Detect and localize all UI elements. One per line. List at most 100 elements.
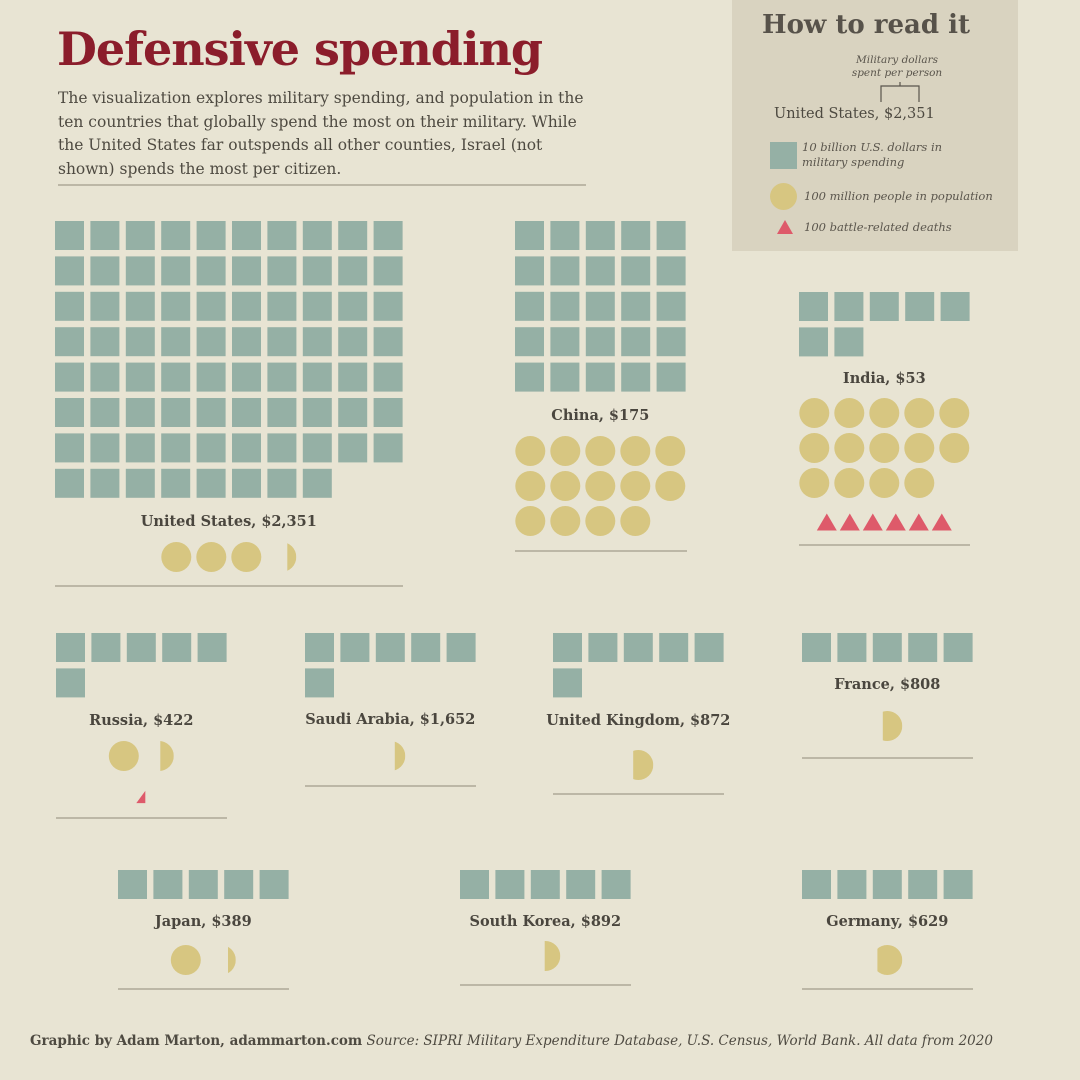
population-circle <box>515 471 546 501</box>
spending-square <box>869 292 899 321</box>
spending-square <box>90 362 120 392</box>
legend-title: How to read it <box>762 10 970 40</box>
population-circle <box>655 436 686 466</box>
spending-square <box>232 327 261 357</box>
spending-square <box>905 292 935 321</box>
spending-square <box>232 398 261 427</box>
population-circle <box>620 436 651 466</box>
country-label: India, $53 <box>842 370 926 387</box>
spending-square <box>161 362 191 392</box>
spending-square <box>585 256 615 286</box>
spending-square <box>550 256 580 286</box>
country-label: Germany, $629 <box>826 913 949 930</box>
spending-square <box>834 292 864 321</box>
spending-square <box>621 291 651 321</box>
spending-square <box>550 291 580 321</box>
population-circle <box>585 471 616 501</box>
population-circle <box>869 398 900 428</box>
population-circle <box>799 468 830 498</box>
spending-square <box>515 327 544 357</box>
spending-square <box>125 362 155 392</box>
spending-square <box>553 633 582 662</box>
spending-square <box>197 633 227 662</box>
spending-square <box>656 291 686 321</box>
spending-square <box>656 327 686 357</box>
spending-square <box>161 327 191 357</box>
page-title: Defensive spending <box>57 22 543 76</box>
spending-square <box>125 256 155 286</box>
spending-square <box>55 327 84 357</box>
spending-square <box>232 256 261 286</box>
spending-square <box>55 362 84 392</box>
population-circle <box>655 471 686 501</box>
footer: Graphic by Adam Marton, adammarton.com S… <box>30 1033 993 1049</box>
spending-square <box>196 291 226 321</box>
spending-square <box>267 291 297 321</box>
spending-square <box>908 870 938 899</box>
spending-square <box>585 221 615 250</box>
spending-square <box>834 327 864 357</box>
country-label: Saudi Arabia, $1,652 <box>305 711 476 728</box>
spending-square <box>588 633 618 662</box>
spending-square <box>623 633 653 662</box>
spending-square <box>515 221 544 250</box>
spending-square <box>90 291 120 321</box>
spending-square <box>837 633 867 662</box>
population-circle <box>904 398 935 428</box>
country-rule <box>460 984 631 986</box>
spending-square <box>553 668 582 698</box>
spending-square <box>446 633 476 662</box>
spending-square <box>373 327 403 357</box>
spending-square <box>90 433 120 463</box>
population-circle <box>633 750 654 780</box>
spending-square <box>90 327 120 357</box>
spending-square <box>302 362 332 392</box>
spending-square <box>656 256 686 286</box>
spending-square <box>259 870 289 899</box>
country-label: Russia, $422 <box>89 712 194 729</box>
spending-square <box>267 362 297 392</box>
spending-square <box>56 633 85 662</box>
spending-square <box>196 362 226 392</box>
spending-square <box>621 221 651 250</box>
spending-square <box>90 221 120 250</box>
spending-square <box>196 221 226 250</box>
population-circle <box>939 433 970 463</box>
population-circle <box>904 433 935 463</box>
footer-credit: Graphic by Adam Marton, adammarton.com <box>30 1033 363 1049</box>
deaths-triangle <box>839 513 860 531</box>
spending-square <box>196 433 226 463</box>
country-rule <box>118 988 289 990</box>
population-circle <box>620 471 651 501</box>
legend-panel: How to read it Military dollars spent pe… <box>732 0 1018 251</box>
population-circle <box>869 468 900 498</box>
spending-square <box>659 633 689 662</box>
legend-example-label: United States, $2,351 <box>774 106 935 122</box>
population-circle <box>550 506 581 536</box>
population-circle <box>515 506 546 536</box>
legend-note: Military dollars spent per person <box>851 54 943 79</box>
spending-square <box>56 668 85 698</box>
spending-square <box>943 633 973 662</box>
deaths-triangle-icon <box>777 220 793 234</box>
spending-square <box>872 633 902 662</box>
spending-square <box>305 668 334 698</box>
population-circle <box>904 468 935 498</box>
spending-square <box>161 398 191 427</box>
spending-square <box>267 433 297 463</box>
spending-square <box>373 256 403 286</box>
spending-square <box>224 870 254 899</box>
spending-square <box>232 362 261 392</box>
population-circle <box>585 506 616 536</box>
country-label: Japan, $389 <box>154 913 252 930</box>
spending-square <box>302 468 332 498</box>
spending-square <box>55 221 84 250</box>
spending-square <box>621 327 651 357</box>
spending-square <box>232 468 261 498</box>
spending-square <box>340 633 370 662</box>
spending-square-icon <box>770 141 797 169</box>
spending-square <box>188 870 218 899</box>
population-circle <box>882 711 903 741</box>
